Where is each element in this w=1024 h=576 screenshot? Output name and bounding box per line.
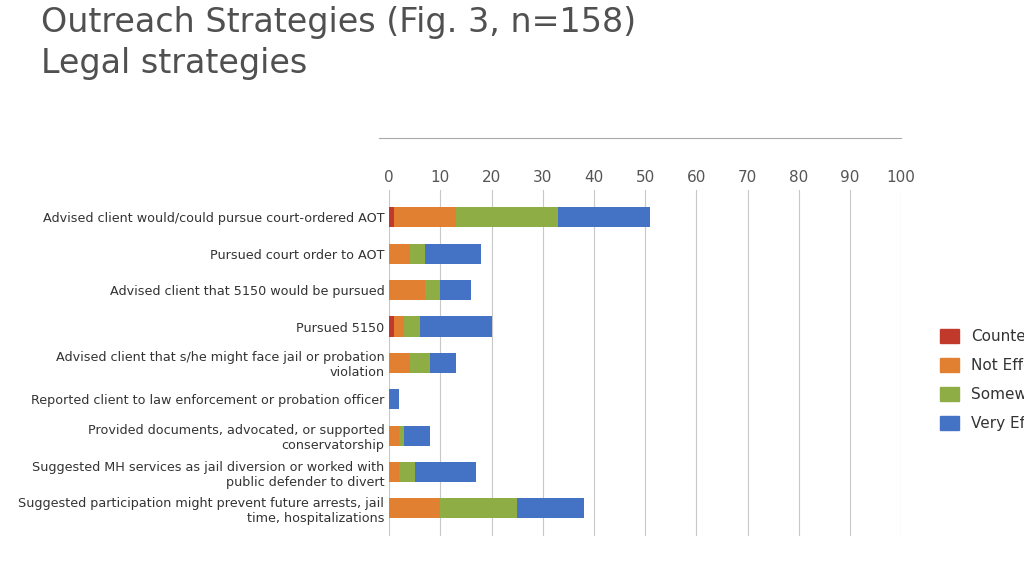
Bar <box>389 389 399 410</box>
Bar <box>425 280 440 300</box>
Bar <box>389 316 394 336</box>
Bar <box>425 244 481 264</box>
Text: CENTER FOR SOCIAL MEDICINE AND HUMANITIES, SEMEL INSTITUTE, UNIVERSITY OF CALIFO: CENTER FOR SOCIAL MEDICINE AND HUMANITIE… <box>20 552 678 562</box>
Bar <box>394 207 456 228</box>
Bar <box>389 244 410 264</box>
Bar <box>399 426 404 446</box>
Bar <box>415 462 476 482</box>
Bar <box>404 426 430 446</box>
Bar <box>420 316 492 336</box>
Bar <box>410 353 430 373</box>
Text: Outreach Strategies (Fig. 3, n=158)
Legal strategies: Outreach Strategies (Fig. 3, n=158) Lega… <box>41 6 636 79</box>
Bar <box>389 280 425 300</box>
Bar <box>389 207 394 228</box>
Bar <box>404 316 420 336</box>
Bar <box>456 207 558 228</box>
Bar <box>389 498 440 518</box>
Bar <box>410 244 425 264</box>
Bar <box>558 207 650 228</box>
Bar <box>430 353 456 373</box>
Bar <box>517 498 584 518</box>
Bar <box>389 353 410 373</box>
Bar <box>394 316 404 336</box>
Text: 45: 45 <box>984 550 1004 564</box>
Bar <box>389 426 399 446</box>
Legend: Counterproductive, Not Effective, Somewhat Effective, Very Effective: Counterproductive, Not Effective, Somewh… <box>934 323 1024 437</box>
Bar <box>389 462 399 482</box>
Bar <box>440 498 517 518</box>
Bar <box>440 280 471 300</box>
Bar <box>399 462 415 482</box>
